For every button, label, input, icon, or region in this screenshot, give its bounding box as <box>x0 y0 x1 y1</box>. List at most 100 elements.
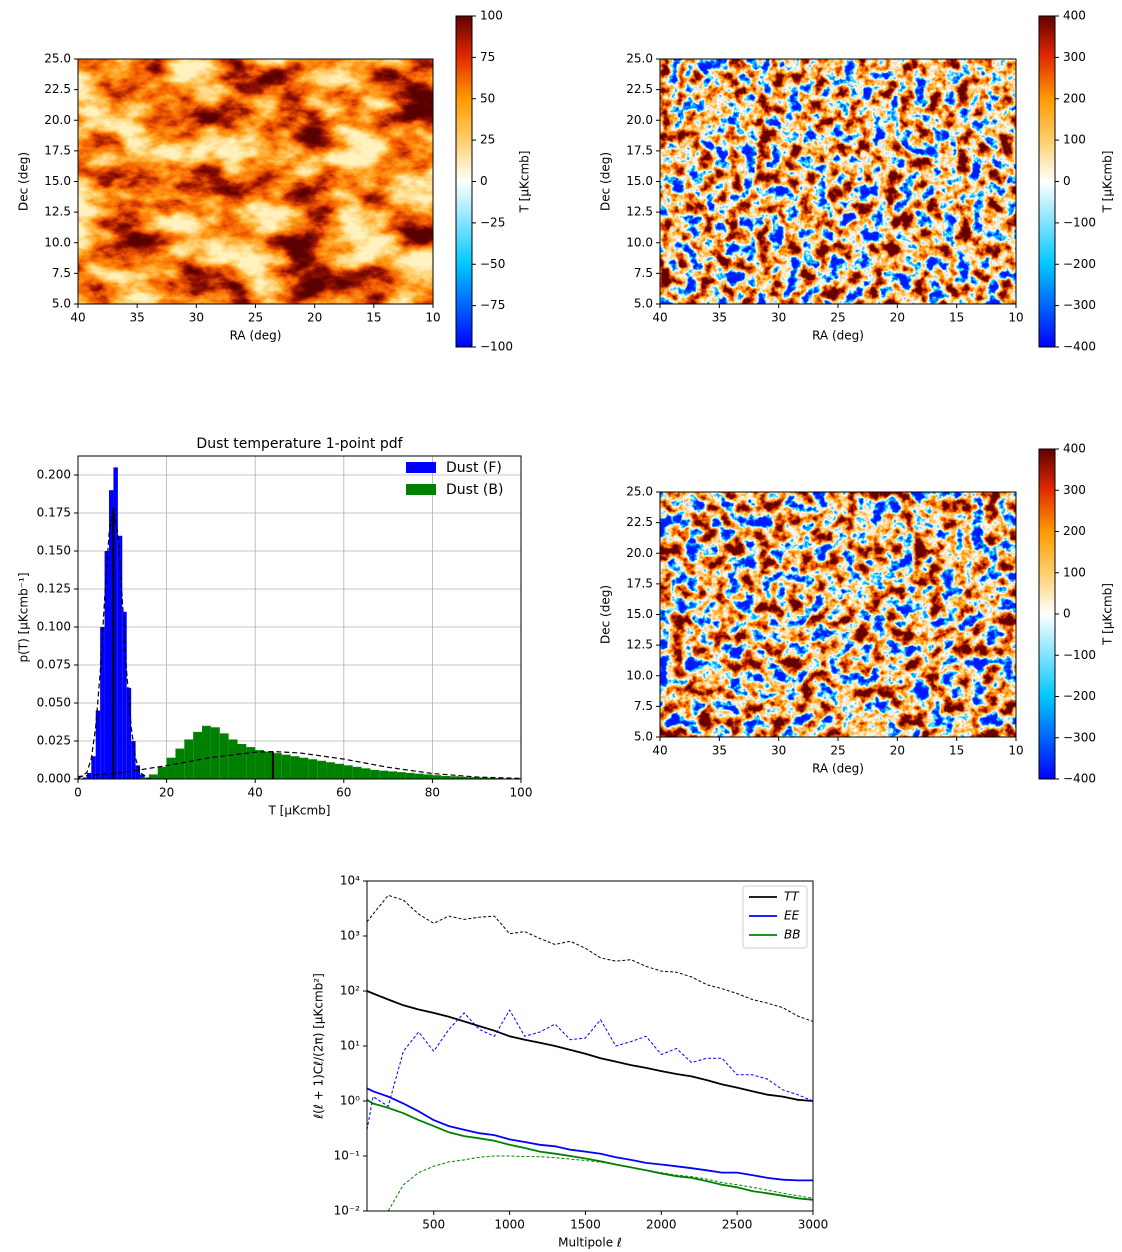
x-axis-label: T [μKcmb] <box>268 804 331 818</box>
colorbar-tick-label: 200 <box>1063 91 1086 105</box>
colorbar-tick-label: −200 <box>1063 689 1096 703</box>
histogram-bar <box>148 774 158 779</box>
histogram-bar <box>281 754 291 779</box>
histogram-bar <box>117 535 123 779</box>
histogram-bar <box>379 770 389 779</box>
y-tick-label: 17.5 <box>626 576 653 590</box>
y-tick-label: 0.200 <box>37 468 71 482</box>
series-line <box>366 990 814 1102</box>
histogram-bar <box>140 774 145 779</box>
y-tick-label: 20.0 <box>626 113 653 127</box>
x-tick-label: 20 <box>890 744 905 758</box>
y-tick-label: 10¹ <box>340 1039 360 1053</box>
x-tick-label: 25 <box>830 744 845 758</box>
colorbar-tick-label: 0 <box>1063 174 1071 188</box>
histogram-bar <box>317 760 327 779</box>
histogram-bar <box>210 727 220 779</box>
colorbar <box>455 15 473 348</box>
histogram-bar <box>264 751 273 779</box>
histogram-bar <box>109 490 114 779</box>
y-tick-label: 0.025 <box>37 734 71 748</box>
histogram-bar <box>175 748 185 779</box>
histogram-bar <box>131 741 136 779</box>
x-tick-label: 10 <box>1008 744 1023 758</box>
panel: 500 1000 1500 2000 2500 3000 10⁻² 10⁻¹ 10⁰ 10¹ 10²… <box>312 874 829 1250</box>
histogram-bar <box>485 777 495 779</box>
y-tick-label: 0.150 <box>37 544 71 558</box>
y-tick-label: 5.0 <box>634 730 653 744</box>
x-tick-label: 15 <box>949 311 964 325</box>
histogram-bar <box>396 772 406 779</box>
x-axis-label: RA (deg) <box>812 329 864 343</box>
x-tick-label: 35 <box>712 311 727 325</box>
histogram-bar <box>458 776 468 779</box>
series-line <box>366 1099 814 1201</box>
panel: 40 35 30 25 20 15 10 5.0 7.5 10.0 12.5 15.0 17.5 20.0… <box>17 9 532 354</box>
histogram-bar <box>388 771 397 779</box>
colorbar-tick-label: 400 <box>1063 9 1086 23</box>
x-tick-label: 30 <box>771 311 786 325</box>
colorbar-tick-label: −400 <box>1063 772 1096 786</box>
x-tick-label: 1500 <box>570 1218 601 1232</box>
x-axis-label: RA (deg) <box>812 762 864 776</box>
y-tick-label: 10⁰ <box>340 1094 360 1108</box>
histogram-bar <box>423 774 433 779</box>
colorbar-tick-label: 0 <box>1063 607 1071 621</box>
histogram-bar <box>100 627 105 779</box>
histogram-bar <box>237 744 247 779</box>
series-line <box>366 1087 813 1182</box>
histogram-bar <box>450 776 459 779</box>
histogram-bar <box>361 768 371 779</box>
y-tick-label: 25.0 <box>626 485 653 499</box>
histogram-bar <box>193 731 203 779</box>
y-axis-label: Dec (deg) <box>599 152 613 211</box>
x-tick-label: 10 <box>1008 311 1023 325</box>
legend-label: EE <box>784 909 800 923</box>
x-tick-label: 80 <box>425 786 440 800</box>
histogram-bar <box>299 757 309 779</box>
x-tick-label: 500 <box>422 1218 445 1232</box>
histogram-bar <box>246 747 256 779</box>
y-tick-label: 10.0 <box>626 668 653 682</box>
x-tick-label: 35 <box>130 311 145 325</box>
x-tick-label: 10 <box>425 311 440 325</box>
x-tick-label: 20 <box>159 786 174 800</box>
histogram-bar <box>432 775 442 779</box>
colorbar-tick-label: −25 <box>480 215 505 229</box>
colorbar-tick-label: −100 <box>1063 648 1096 662</box>
colorbar-tick-label: −300 <box>1063 730 1096 744</box>
x-tick-label: 35 <box>712 744 727 758</box>
colorbar-tick-label: 200 <box>1063 524 1086 538</box>
legend-box <box>742 885 808 949</box>
y-tick-label: 10⁴ <box>340 874 360 888</box>
colorbar-tick-label: −300 <box>1063 298 1096 312</box>
colorbar-tick-label: 300 <box>1063 50 1086 64</box>
y-tick-label: 12.5 <box>626 638 653 652</box>
fit-curve <box>77 508 167 780</box>
y-tick-label: 0.075 <box>37 658 71 672</box>
y-tick-label: 12.5 <box>44 205 71 219</box>
y-tick-label: 15.0 <box>44 174 71 188</box>
x-tick-label: 40 <box>248 786 263 800</box>
y-axis-label: p(T) [μKcmb⁻¹] <box>17 572 31 662</box>
histogram-bar <box>414 773 424 779</box>
y-tick-label: 22.5 <box>44 82 71 96</box>
colorbar-tick-label: 25 <box>480 133 495 147</box>
colorbar-tick-label: −50 <box>480 257 505 271</box>
x-axis-label: Multipole ℓ <box>558 1236 622 1250</box>
series-line <box>366 894 814 1022</box>
histogram-bar <box>135 765 141 779</box>
histogram-bar <box>334 763 344 779</box>
colorbar-tick-label: −400 <box>1063 340 1096 354</box>
y-tick-label: 15.0 <box>626 174 653 188</box>
colorbar-tick-label: 300 <box>1063 483 1086 497</box>
x-tick-label: 25 <box>248 311 263 325</box>
histogram-bar <box>255 750 265 779</box>
x-tick-label: 15 <box>366 311 381 325</box>
y-tick-label: 0.100 <box>37 620 71 634</box>
histogram-bar <box>290 756 300 779</box>
heatmap-image <box>660 492 1016 737</box>
colorbar-tick-label: 50 <box>480 91 495 105</box>
colorbar-tick-label: 100 <box>480 9 503 23</box>
histogram-bar <box>370 769 380 779</box>
